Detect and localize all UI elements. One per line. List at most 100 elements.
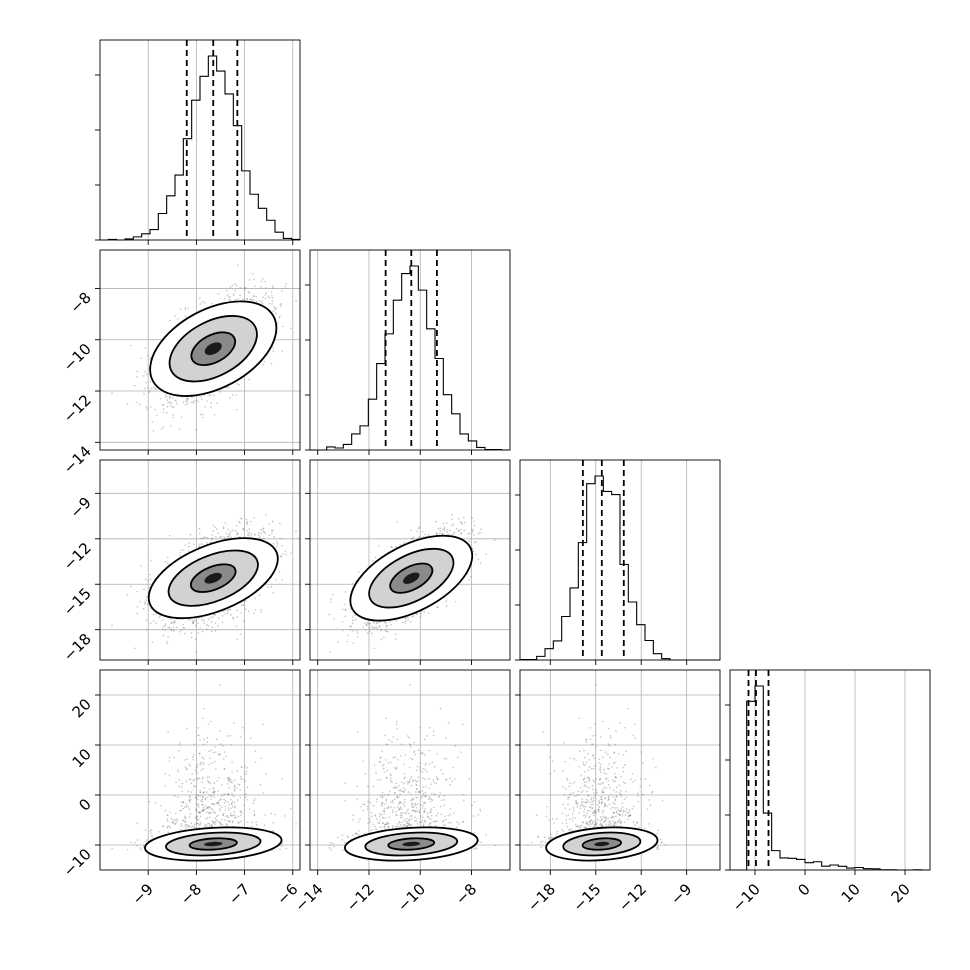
sample-point [275,312,277,315]
sample-point [180,416,183,419]
sample-point [231,284,234,287]
sample-point [159,397,162,400]
sample-point [172,416,174,419]
sample-point [271,529,274,532]
sample-point [275,541,278,543]
sample-point [161,619,164,621]
sample-point [188,542,190,544]
sample-point [172,414,175,416]
sample-point [206,400,208,403]
sample-point [210,621,213,623]
sample-point [212,616,214,618]
sample-point [249,534,252,537]
sample-point [160,428,163,430]
sample-point [224,613,227,615]
sample-point [136,590,138,593]
sample-point [218,617,220,619]
sample-point [270,362,273,365]
sample-point [253,300,255,303]
sample-point [295,300,297,302]
sample-point [221,621,224,624]
sample-point [231,529,234,532]
sample-point [194,399,197,402]
sample-point [201,301,204,303]
sample-point [148,391,151,393]
sample-point [188,618,190,621]
sample-point [281,289,283,292]
sample-point [236,284,238,287]
sample-point [162,634,165,637]
sample-point [200,413,202,416]
sample-point [179,554,182,557]
sample-point [227,386,230,389]
sample-point [166,399,169,401]
sample-point [252,298,254,300]
sample-point [251,299,253,302]
sample-point [273,305,276,308]
sample-point [142,608,145,610]
sample-point [271,285,274,287]
sample-point [210,303,213,305]
axes-frame [309,249,511,451]
histogram [310,265,510,451]
sample-point [136,401,138,404]
sample-point [260,532,263,535]
sample-point [260,280,263,283]
sample-point [211,537,213,540]
sample-point [146,603,149,606]
sample-point [146,387,149,389]
sample-point [268,534,270,536]
sample-point [248,531,251,534]
sample-point [270,291,273,293]
sample-point [247,534,249,536]
sample-point [149,622,152,624]
sample-point [229,296,231,298]
sample-point [217,293,220,295]
sample-point [152,613,155,616]
sample-point [134,384,136,387]
sample-point [250,533,253,536]
sample-point [149,380,151,383]
sample-point [271,520,274,523]
sample-point [273,307,276,310]
sample-point [238,535,241,538]
sample-point [279,303,282,306]
sample-point [165,640,168,643]
sample-point [195,429,197,431]
sample-point [229,286,232,289]
sample-point [193,402,195,404]
sample-point [272,287,274,289]
sample-point [145,596,148,598]
sample-point [272,592,275,594]
sample-point [146,408,148,411]
sample-point [202,413,204,416]
sample-point [226,294,229,296]
sample-point [152,386,155,388]
sample-point [255,300,258,303]
sample-point [187,550,190,552]
sample-point [199,543,201,546]
sample-point [126,403,129,405]
sample-point [165,395,168,398]
sample-point [217,625,220,627]
sample-point [172,626,175,629]
sample-point [229,397,231,399]
sample-point [275,307,278,310]
sample-point [261,278,264,280]
sample-point [176,403,178,405]
sample-point [272,543,275,545]
sample-point [145,373,148,376]
sample-point [248,279,251,281]
sample-point [246,521,249,523]
sample-point [205,536,208,539]
sample-point [203,536,205,538]
sample-point [144,347,147,349]
sample-point [214,622,217,624]
sample-point [199,297,201,299]
sample-point [180,549,183,551]
sample-point [260,300,263,303]
sample-point [215,528,218,530]
sample-point [281,578,283,581]
sample-point [290,327,292,330]
